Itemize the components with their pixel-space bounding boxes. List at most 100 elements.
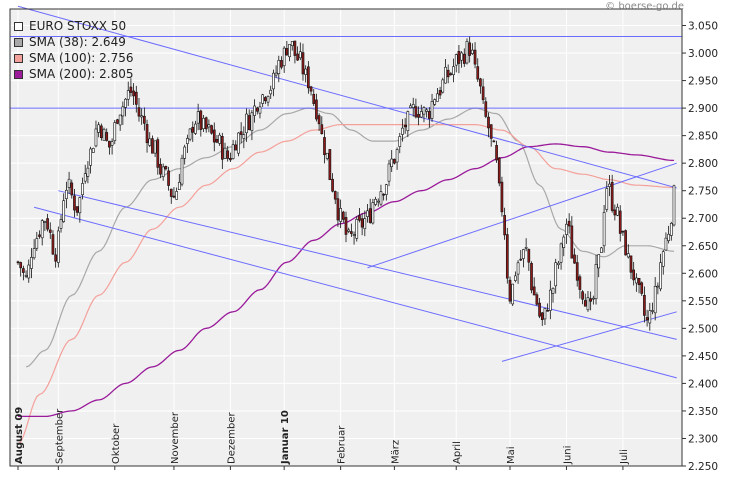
candle-up — [231, 144, 235, 159]
sma-line-100 — [17, 124, 674, 445]
candle-down — [75, 206, 79, 213]
plot-border — [9, 8, 683, 467]
y-tick-label: 2.750 — [688, 186, 718, 198]
candle-up — [78, 197, 82, 214]
candle-down — [164, 166, 168, 170]
candle-up — [86, 167, 90, 177]
candle-up — [602, 212, 606, 247]
legend-item-index: EURO STOXX 50 — [14, 18, 133, 34]
candle-down — [247, 115, 251, 131]
candle-down — [328, 149, 332, 181]
candle-up — [175, 191, 178, 200]
candle-up — [277, 60, 281, 74]
candle-up — [409, 105, 412, 109]
candle-up — [551, 287, 555, 294]
candle-down — [285, 48, 289, 56]
y-tick-label: 3.000 — [688, 48, 718, 60]
candle-down — [54, 254, 57, 262]
trendline — [34, 206, 677, 379]
candle-up — [188, 128, 192, 140]
candle-down — [22, 268, 25, 273]
candle-down — [204, 117, 208, 130]
candle-down — [527, 249, 531, 263]
candle-down — [132, 90, 135, 97]
candle-up — [557, 262, 560, 266]
candle-up — [325, 152, 329, 159]
candle-up — [65, 189, 68, 199]
candle-down — [481, 86, 485, 101]
candle-up — [514, 275, 517, 281]
candle-down — [393, 158, 396, 164]
candle-up — [59, 219, 63, 229]
candle-up — [355, 219, 359, 239]
y-tick-label: 2.500 — [688, 323, 718, 335]
candle-up — [465, 40, 469, 64]
candle-down — [301, 52, 305, 75]
candle-down — [70, 182, 74, 196]
candle-down — [487, 116, 490, 129]
candle-up — [194, 123, 197, 134]
candle-up — [626, 253, 630, 258]
candle-down — [505, 234, 509, 279]
candle-up — [183, 146, 187, 159]
candle-down — [497, 157, 501, 184]
candle-up — [379, 191, 383, 205]
candle-up — [395, 149, 399, 163]
candle-up — [290, 41, 294, 46]
candle-up — [258, 106, 262, 114]
trendline — [58, 190, 677, 340]
candle-down — [151, 138, 154, 154]
candle-up — [430, 101, 434, 119]
legend-label: SMA (100): 2.756 — [29, 51, 134, 65]
candle-up — [97, 124, 100, 133]
candle-down — [610, 181, 614, 211]
candle-up — [91, 148, 95, 153]
candle-up — [559, 243, 563, 263]
candle-down — [73, 195, 76, 211]
candle-down — [48, 229, 52, 233]
candle-down — [530, 263, 533, 291]
y-tick-label: 2.350 — [688, 406, 718, 418]
candle-up — [113, 122, 117, 141]
candle-down — [215, 139, 219, 143]
candle-down — [583, 300, 587, 307]
candle-up — [180, 157, 184, 185]
candle-up — [56, 230, 60, 263]
candle-down — [581, 291, 584, 300]
candle-up — [35, 238, 39, 249]
x-tick-label: November — [170, 411, 181, 464]
candle-up — [339, 208, 342, 222]
candle-up — [586, 297, 590, 311]
candle-down — [145, 124, 149, 144]
candle-down — [315, 99, 318, 120]
candle-up — [140, 115, 144, 118]
candle-down — [358, 215, 361, 221]
candle-down — [414, 106, 418, 118]
candle-down — [613, 209, 617, 216]
candle-up — [62, 200, 66, 222]
candle-up — [288, 43, 291, 58]
candle-down — [519, 258, 523, 261]
candle-up — [27, 264, 31, 279]
candle-up — [516, 262, 520, 275]
candle-down — [255, 107, 259, 112]
candle-up — [667, 233, 670, 241]
x-tick-label: Oktober — [111, 423, 122, 464]
candle-down — [567, 220, 571, 227]
candle-up — [594, 263, 598, 300]
candle-up — [433, 99, 437, 105]
candle-up — [524, 247, 528, 249]
candle-up — [376, 200, 380, 203]
candle-down — [578, 276, 582, 290]
candle-up — [659, 262, 662, 290]
candle-up — [454, 54, 458, 66]
candle-down — [143, 115, 146, 124]
candle-up — [250, 112, 254, 132]
candle-up — [411, 104, 415, 108]
candle-up — [148, 138, 152, 146]
legend-item-sma200: SMA (200): 2.805 — [14, 66, 133, 82]
candle-down — [220, 136, 224, 160]
candle-down — [16, 261, 20, 264]
candle-down — [368, 208, 372, 223]
candle-up — [110, 141, 114, 146]
